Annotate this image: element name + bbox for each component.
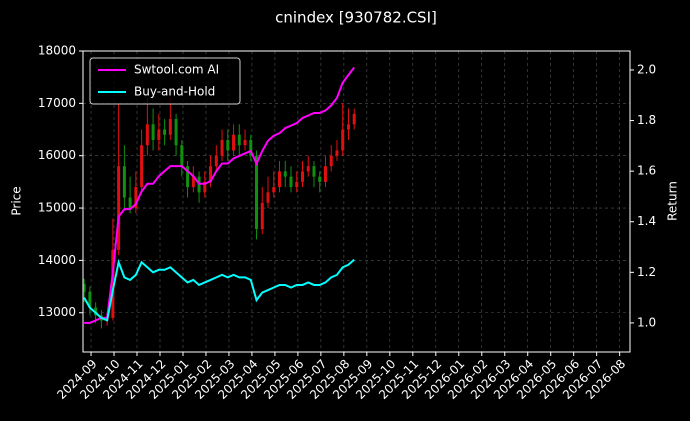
- candle-body: [82, 283, 86, 292]
- plot-frame: [82, 50, 631, 353]
- candle-body: [226, 139, 230, 151]
- candle-body: [157, 129, 161, 140]
- candle-body: [168, 119, 172, 135]
- y-tick-label: 17000: [38, 96, 76, 110]
- candle-body: [323, 166, 327, 182]
- candle-body: [249, 139, 253, 156]
- y2-tick-label: 1.8: [637, 113, 656, 127]
- line-series: [84, 66, 355, 324]
- y-tick-label: 15000: [38, 201, 76, 215]
- candle-body: [203, 181, 207, 193]
- candle-body: [151, 124, 155, 140]
- candle-body: [272, 187, 276, 193]
- chart-title: cnindex [930782.CSI]: [275, 9, 437, 27]
- y2-tick-label: 1.0: [637, 315, 656, 329]
- candle-body: [283, 171, 287, 177]
- candle-body: [289, 176, 293, 188]
- candle-body: [278, 171, 282, 188]
- y-tick-label: 18000: [38, 44, 76, 58]
- candle-body: [335, 150, 339, 156]
- candle-body: [237, 134, 241, 146]
- candle-body: [209, 166, 213, 182]
- y2-tick-label: 1.4: [637, 214, 656, 228]
- y-tick-label: 16000: [38, 148, 76, 162]
- candle-body: [318, 176, 322, 182]
- candle-body: [111, 249, 115, 318]
- candle-body: [232, 134, 236, 151]
- y2-axis-label: Return: [666, 181, 680, 221]
- line-series: [83, 258, 355, 322]
- candle-body: [88, 291, 92, 308]
- y2-tick-label: 1.6: [637, 164, 656, 178]
- candle-body: [266, 192, 270, 203]
- candle-body: [140, 145, 144, 188]
- candle-body: [346, 124, 350, 130]
- candle-body: [145, 124, 149, 146]
- candle-body: [220, 139, 224, 156]
- y-tick-label: 14000: [38, 253, 76, 267]
- candle-body: [191, 176, 195, 188]
- legend-box: [89, 57, 241, 105]
- candle-body: [243, 139, 247, 146]
- candle-body: [94, 307, 98, 316]
- candle-body: [174, 119, 178, 146]
- candle-body: [312, 166, 316, 177]
- candle-body: [186, 166, 190, 188]
- candle-body: [255, 155, 259, 229]
- y-axis-label: Price: [10, 186, 24, 215]
- candle-body: [122, 166, 126, 198]
- candle-body: [306, 166, 310, 172]
- candle-body: [163, 129, 167, 135]
- candle-body: [180, 145, 184, 167]
- candle-body: [300, 171, 304, 182]
- candle-body: [341, 129, 345, 151]
- y-tick-label: 13000: [38, 305, 76, 319]
- candle-body: [134, 187, 138, 209]
- candle-body: [295, 181, 299, 188]
- legend-label: Swtool.com AI: [134, 63, 219, 77]
- candle-body: [260, 202, 264, 229]
- candle-body: [352, 113, 356, 125]
- y2-tick-label: 1.2: [637, 265, 656, 279]
- legend-label: Buy-and-Hold: [134, 85, 215, 99]
- candle-body: [128, 197, 132, 209]
- candle-body: [117, 166, 121, 250]
- candle-body: [214, 155, 218, 167]
- candle-body: [329, 155, 333, 167]
- y2-tick-label: 2.0: [637, 62, 656, 76]
